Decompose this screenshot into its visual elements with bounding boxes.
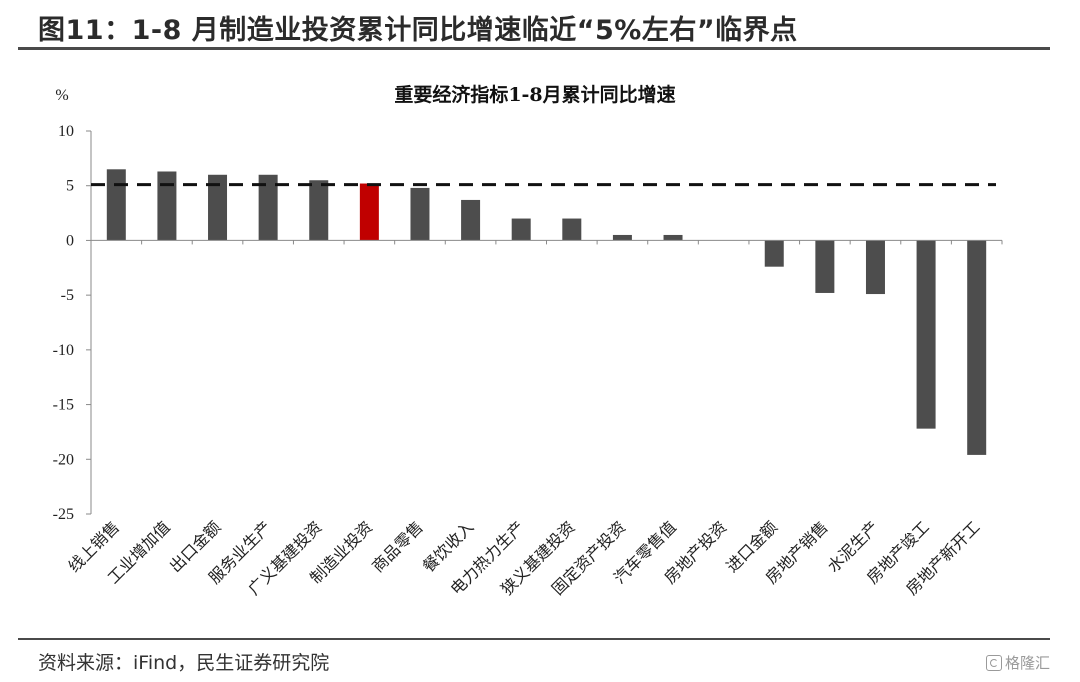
bar-17	[916, 240, 936, 429]
bar-12	[663, 234, 683, 241]
bar-4	[258, 174, 278, 241]
bar-8	[461, 199, 481, 241]
bar-9	[511, 218, 531, 241]
y-tick-label: 10	[58, 123, 74, 140]
y-axis: 10 5 0 -5 -10 -15 -20 -25	[53, 123, 92, 523]
y-tick-label: -5	[61, 287, 74, 304]
source-note: 资料来源：iFind，民生证券研究院	[38, 652, 330, 674]
bar-7	[410, 187, 430, 241]
y-axis-unit: %	[55, 87, 68, 104]
y-tick-label: 5	[66, 178, 74, 195]
category-labels: 线上销售工业增加值出口金额服务业生产广义基建投资制造业投资商品零售餐饮收入电力热…	[64, 517, 983, 598]
bar-14	[764, 240, 784, 267]
bar-3	[208, 174, 228, 241]
y-tick-label: -15	[53, 397, 74, 414]
top-rule	[18, 47, 1050, 50]
bar-16	[865, 240, 885, 295]
bar-2	[157, 171, 177, 241]
bar-6	[359, 183, 379, 241]
bar-series	[106, 169, 987, 455]
bar-11	[612, 234, 632, 241]
bar-10	[562, 218, 582, 241]
y-tick-label: -25	[53, 506, 74, 523]
bar-1	[106, 169, 126, 241]
y-tick-label: -20	[53, 451, 74, 468]
bottom-rule	[18, 638, 1050, 640]
bar-chart: 重要经济指标1-8月累计同比增速 % 10 5 0 -5 -10 -15 -20 -25 线上…	[53, 83, 1003, 599]
y-tick-label: -10	[53, 342, 74, 359]
bar-18	[967, 240, 987, 455]
bar-5	[309, 180, 329, 241]
bar-15	[815, 240, 835, 293]
chart-title: 重要经济指标1-8月累计同比增速	[394, 83, 675, 106]
figure-title: 图11：1-8 月制造业投资累计同比增速临近“5%左右”临界点	[38, 15, 798, 46]
y-tick-label: 0	[66, 232, 74, 249]
category-label-7: 商品零售	[368, 517, 427, 576]
watermark-text: 格隆汇	[1005, 654, 1051, 672]
x-axis	[90, 239, 1003, 245]
watermark: 格隆汇	[986, 652, 1050, 673]
watermark-logo-icon	[986, 654, 1002, 671]
